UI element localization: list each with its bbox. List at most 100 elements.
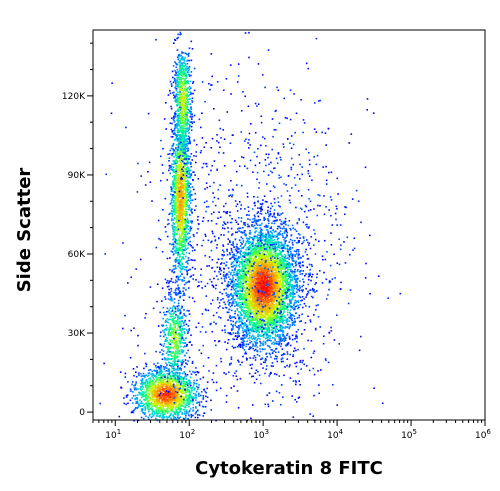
event-dot: [176, 316, 179, 319]
event-dot: [179, 261, 181, 264]
event-dot: [149, 398, 152, 400]
event-dot: [135, 382, 137, 385]
event-dot: [254, 246, 256, 249]
event-dot: [166, 375, 169, 377]
event-dot: [159, 398, 161, 400]
event-dot: [188, 128, 190, 130]
event-dot: [174, 364, 176, 367]
event-dot: [174, 237, 176, 240]
event-dot: [159, 351, 161, 354]
event-dot: [180, 134, 183, 137]
event-dot: [148, 403, 151, 406]
event-dot: [170, 186, 172, 188]
event-dot: [169, 203, 172, 205]
event-dot: [174, 80, 176, 82]
event-dot: [175, 287, 178, 290]
event-dot: [175, 154, 177, 156]
event-dot: [170, 280, 172, 282]
event-dot: [171, 371, 173, 373]
event-dot: [172, 208, 175, 210]
event-dot: [125, 403, 127, 406]
event-dot: [234, 346, 237, 349]
event-dot: [129, 390, 132, 392]
event-dot: [196, 402, 198, 404]
event-dot: [170, 331, 173, 333]
event-dot: [166, 407, 169, 410]
event-dot: [265, 368, 268, 371]
event-dot: [173, 356, 176, 359]
event-dot: [172, 360, 174, 362]
event-dot: [189, 384, 192, 387]
event-dot: [171, 299, 174, 302]
event-dot: [172, 166, 175, 168]
event-dot: [183, 192, 185, 195]
event-dot: [163, 343, 166, 345]
event-dot: [190, 381, 192, 384]
event-dot: [181, 132, 184, 135]
event-dot: [172, 247, 175, 250]
event-dot: [277, 232, 280, 235]
event-dot: [155, 384, 157, 387]
event-dot: [178, 124, 180, 127]
event-dot: [190, 416, 193, 419]
event-dot: [173, 402, 176, 404]
event-dot: [179, 260, 182, 262]
event-dot: [155, 395, 157, 398]
event-dot: [179, 310, 182, 313]
event-dot: [286, 275, 289, 278]
event-dot: [188, 88, 191, 91]
event-dot: [254, 338, 256, 340]
event-dot: [176, 399, 178, 402]
event-dot: [171, 122, 173, 125]
event-dot: [177, 214, 179, 217]
event-dot: [180, 399, 183, 402]
event-dot: [183, 158, 185, 161]
event-dot: [186, 281, 189, 283]
event-dot: [272, 310, 275, 313]
event-dot: [172, 331, 174, 333]
event-dot: [151, 387, 154, 390]
event-dot: [186, 157, 189, 160]
event-dot: [177, 171, 179, 173]
event-dot: [182, 342, 184, 344]
event-dot: [173, 42, 175, 44]
event-dot: [148, 378, 150, 380]
event-dot: [149, 381, 152, 383]
event-dot: [177, 156, 180, 158]
event-dot: [170, 293, 172, 296]
event-dot: [260, 285, 262, 288]
event-dot: [171, 206, 174, 208]
event-dot: [180, 389, 182, 392]
event-dot: [164, 403, 167, 406]
event-dot: [191, 344, 193, 346]
event-dot: [296, 317, 299, 319]
event-dot: [181, 142, 184, 145]
event-dot: [175, 180, 178, 183]
event-dot: [178, 73, 180, 75]
event-dot: [145, 394, 147, 396]
event-dot: [170, 128, 173, 131]
event-dot: [170, 107, 173, 110]
event-dot: [141, 390, 144, 393]
event-dot: [170, 200, 173, 202]
event-dot: [181, 398, 184, 401]
event-dot: [177, 121, 180, 124]
event-dot: [157, 325, 160, 327]
event-dot: [184, 94, 186, 97]
event-dot: [240, 305, 243, 308]
event-dot: [170, 83, 173, 85]
event-dot: [272, 328, 274, 330]
event-dot: [170, 136, 173, 138]
event-dot: [181, 225, 184, 227]
event-dot: [173, 367, 175, 370]
event-dot: [175, 398, 178, 401]
event-dot: [148, 369, 150, 372]
event-dot: [169, 313, 172, 315]
event-dot: [161, 401, 163, 404]
event-dot: [186, 128, 189, 130]
event-dot: [180, 151, 182, 154]
event-dot: [183, 104, 185, 106]
event-dot: [172, 199, 175, 202]
event-dot: [189, 103, 192, 105]
event-dot: [173, 369, 175, 371]
